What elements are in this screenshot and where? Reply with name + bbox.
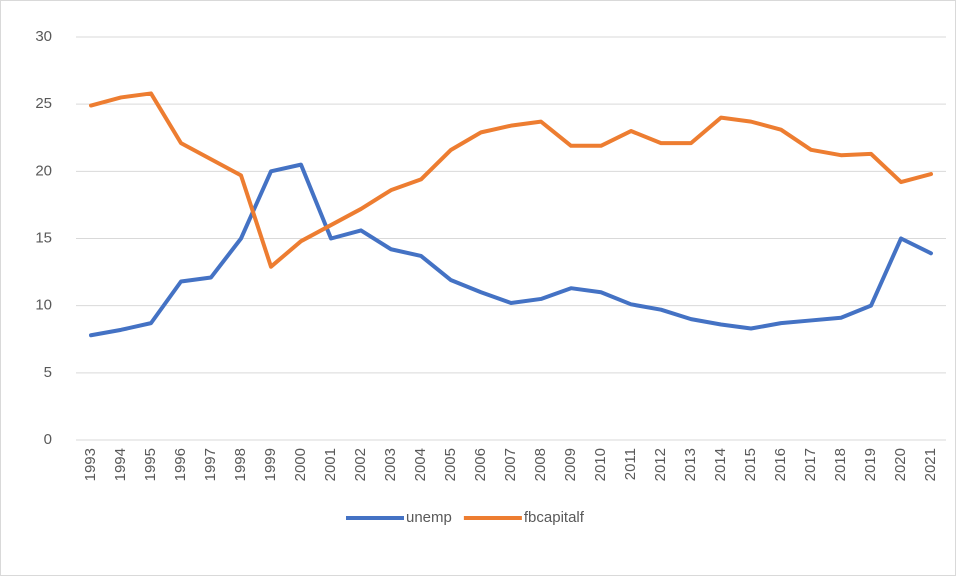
- x-tick-label: 2005: [442, 448, 459, 481]
- x-tick-label: 1995: [142, 448, 159, 481]
- x-tick-label: 2011: [622, 448, 639, 480]
- x-tick-label: 2009: [562, 448, 579, 481]
- x-tick-label: 1999: [262, 448, 279, 481]
- x-tick-label: 2004: [412, 448, 429, 481]
- x-tick-label: 2019: [862, 448, 879, 481]
- x-tick-label: 2000: [292, 448, 309, 481]
- x-tick-label: 2008: [532, 448, 549, 481]
- y-tick-label: 0: [44, 431, 52, 448]
- x-tick-label: 2012: [652, 448, 669, 481]
- x-tick-label: 2003: [382, 448, 399, 481]
- x-tick-label: 1998: [232, 448, 249, 481]
- x-tick-label: 2016: [772, 448, 789, 481]
- x-tick-label: 2021: [922, 448, 939, 481]
- x-tick-label: 2020: [892, 448, 909, 481]
- x-tick-label: 1993: [82, 448, 99, 481]
- legend-label: fbcapitalf: [524, 509, 585, 526]
- x-tick-label: 2007: [502, 448, 519, 481]
- x-tick-label: 1994: [112, 448, 129, 481]
- x-tick-label: 2001: [322, 448, 339, 481]
- y-tick-label: 30: [35, 28, 52, 45]
- x-tick-label: 2006: [472, 448, 489, 481]
- y-tick-label: 5: [44, 364, 52, 381]
- x-tick-label: 2002: [352, 448, 369, 481]
- legend-label: unemp: [406, 509, 452, 526]
- x-tick-label: 1996: [172, 448, 189, 481]
- x-tick-label: 1997: [202, 448, 219, 481]
- y-tick-label: 25: [35, 95, 52, 112]
- y-tick-label: 15: [35, 229, 52, 246]
- x-tick-label: 2014: [712, 448, 729, 481]
- x-tick-label: 2018: [832, 448, 849, 481]
- series-line: [89, 162, 933, 338]
- y-tick-label: 10: [35, 297, 52, 314]
- series-line: [89, 91, 933, 269]
- x-tick-label: 2010: [592, 448, 609, 481]
- y-tick-label: 20: [35, 162, 52, 179]
- x-tick-label: 2017: [802, 448, 819, 481]
- x-tick-label: 2015: [742, 448, 759, 481]
- x-tick-label: 2013: [682, 448, 699, 481]
